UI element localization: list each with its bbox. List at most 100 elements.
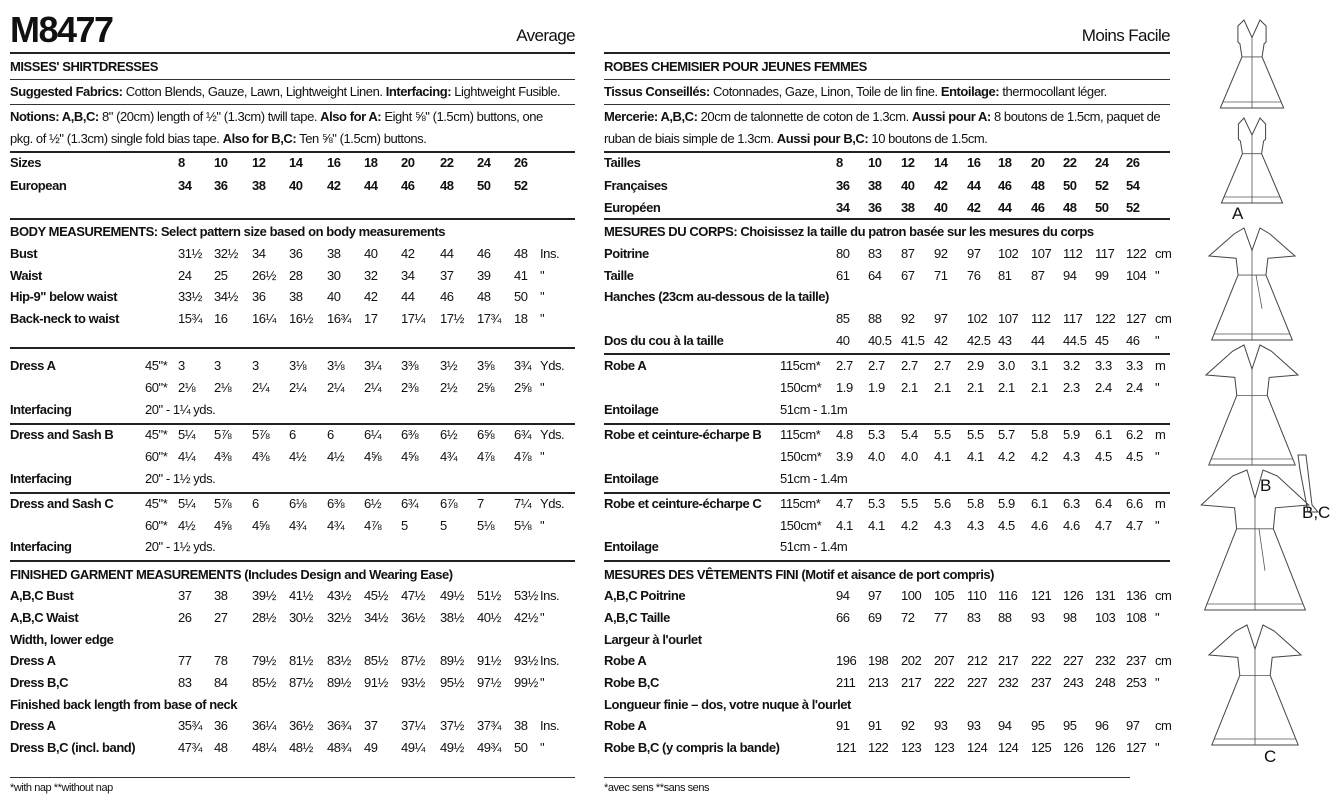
dress-sketch — [1219, 19, 1285, 109]
row-label: A,B,C Taille — [604, 610, 670, 625]
size-value: 2.1 — [967, 380, 984, 395]
unit-label: " — [540, 449, 545, 464]
size-value: 85½ — [364, 653, 388, 668]
size-value: 6½ — [364, 496, 382, 511]
size-value: 3⅛ — [289, 358, 307, 373]
size-value: 2½ — [440, 380, 458, 395]
size-value: 4½ — [178, 518, 196, 533]
size-value: 34 — [252, 246, 266, 261]
unit-label: Yds. — [540, 496, 565, 511]
size-value: 253 — [1126, 675, 1147, 690]
size-value: 4¾ — [440, 449, 458, 464]
size-value: 36¾ — [327, 718, 351, 733]
size-value: 6¾ — [401, 496, 419, 511]
row-label: Dress B,C — [10, 675, 69, 690]
size-value: 15¾ — [178, 311, 202, 326]
size-value: 2⅛ — [178, 380, 196, 395]
size-value: 44.5 — [1063, 333, 1087, 348]
size-value: 16½ — [289, 311, 313, 326]
size-value: 5⅞ — [214, 496, 232, 511]
size-value: 95 — [1063, 718, 1077, 733]
size-value: 217 — [901, 675, 922, 690]
size-value: 40.5 — [868, 333, 892, 348]
size-value: 4.0 — [901, 449, 918, 464]
size-value: 81 — [998, 268, 1012, 283]
size-value: 18 — [998, 155, 1012, 170]
size-value: 4.2 — [998, 449, 1015, 464]
size-value: 98 — [1063, 610, 1077, 625]
size-value: 4½ — [289, 449, 307, 464]
size-value: 12 — [901, 155, 915, 170]
size-value: 6⅛ — [289, 496, 307, 511]
fabric-width: 60"* — [145, 518, 168, 533]
size-value: 88 — [998, 610, 1012, 625]
size-value: 83 — [178, 675, 192, 690]
size-value: 6.1 — [1031, 496, 1048, 511]
size-value: 91 — [836, 718, 850, 733]
size-value: 16 — [967, 155, 981, 170]
size-value: 32½ — [214, 246, 238, 261]
difficulty-fr: Moins Facile — [1081, 26, 1171, 45]
size-value: 3¼ — [364, 358, 382, 373]
dress-sketch — [1207, 227, 1297, 341]
text: Eight ⅝" (1.5cm) buttons, one — [381, 109, 543, 124]
size-value: 46 — [401, 178, 415, 193]
row-label: Robe A — [604, 653, 647, 668]
size-value: 41 — [514, 268, 528, 283]
size-value: 5.5 — [934, 427, 951, 442]
size-value: 44 — [967, 178, 981, 193]
size-value: 35¾ — [178, 718, 202, 733]
divider — [10, 79, 575, 80]
row-label: Françaises — [604, 178, 668, 193]
size-value: 91½ — [364, 675, 388, 690]
unit-label: Yds. — [540, 358, 565, 373]
unit-label: " — [1155, 380, 1160, 395]
size-value: 34½ — [364, 610, 388, 625]
size-value: 5.8 — [1031, 427, 1048, 442]
size-value: 83 — [967, 610, 981, 625]
divider — [604, 492, 1170, 494]
divider — [10, 560, 575, 562]
size-value: 2.9 — [967, 358, 984, 373]
size-value: 17¾ — [477, 311, 501, 326]
size-value: 2.1 — [1031, 380, 1048, 395]
size-value: 5⅞ — [252, 427, 270, 442]
size-value: 44 — [401, 289, 415, 304]
size-value: 69 — [868, 610, 882, 625]
bold-label: Notions: A,B,C: — [10, 109, 99, 124]
row-label: Interfacing — [10, 471, 72, 486]
size-value: 84 — [214, 675, 228, 690]
size-value: 14 — [934, 155, 948, 170]
bold-label: Entoilage: — [940, 84, 1000, 99]
dress-sketch — [1200, 469, 1310, 611]
size-value: 122 — [1095, 311, 1116, 326]
size-value: 36 — [214, 718, 228, 733]
size-value: 77 — [934, 610, 948, 625]
right-suggested-fabrics: Tissus Conseillés: Cotonnades, Gaze, Lin… — [604, 83, 1107, 101]
section-heading-en: MISSES' SHIRTDRESSES — [10, 59, 158, 74]
dress-sketch — [1207, 624, 1303, 746]
size-value: 49½ — [440, 588, 464, 603]
fabric-width: 20" - 1½ yds. — [145, 471, 216, 486]
size-value: 83½ — [327, 653, 351, 668]
size-value: 6.6 — [1126, 496, 1143, 511]
size-value: 78 — [214, 653, 228, 668]
row-label: Dos du cou à la taille — [604, 333, 724, 348]
size-value: 49¾ — [477, 740, 501, 755]
size-value: 46 — [1031, 200, 1045, 215]
size-value: 3.9 — [836, 449, 853, 464]
size-value: 77 — [178, 653, 192, 668]
row-label: Taille — [604, 268, 634, 283]
unit-label: Ins. — [540, 653, 560, 668]
size-value: 17 — [364, 311, 378, 326]
size-value: 4⅞ — [514, 449, 532, 464]
left-suggested-fabrics: Suggested Fabrics: Cotton Blends, Gauze,… — [10, 83, 561, 101]
size-value: 38 — [514, 718, 528, 733]
size-value: 4.5 — [1095, 449, 1112, 464]
footnote-fr: *avec sens **sans sens — [604, 782, 710, 794]
size-value: 50 — [1095, 200, 1109, 215]
row-label: Robe et ceinture-écharpe B — [604, 427, 762, 442]
size-value: 100 — [901, 588, 922, 603]
size-value: 44 — [364, 178, 378, 193]
text: 8" (20cm) length of ½" (1.3cm) twill tap… — [98, 109, 321, 124]
